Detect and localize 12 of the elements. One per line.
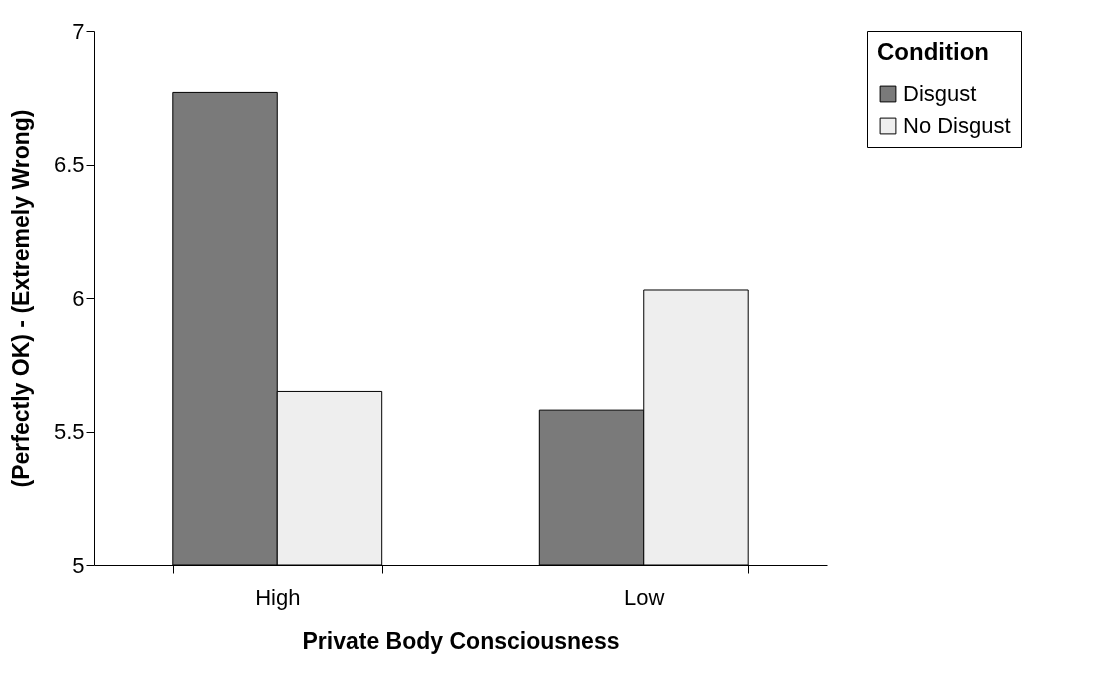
y-tick-label: 7 xyxy=(72,18,85,44)
y-tick-label: 6.5 xyxy=(53,152,85,177)
x-tick-label: High xyxy=(255,584,301,610)
y-axis-title: (Perfectly OK) - (Extremely Wrong) xyxy=(7,109,34,488)
legend-title: Condition xyxy=(877,38,989,65)
y-tick-label: 5.5 xyxy=(53,419,85,444)
y-tick-label: 6 xyxy=(72,285,85,311)
x-axis-title: Private Body Consciousness xyxy=(302,627,620,654)
legend-label: Disgust xyxy=(903,81,977,106)
y-tick-label: 5 xyxy=(72,552,85,578)
x-tick-label: Low xyxy=(624,584,665,610)
legend-label: No Disgust xyxy=(903,113,1011,138)
